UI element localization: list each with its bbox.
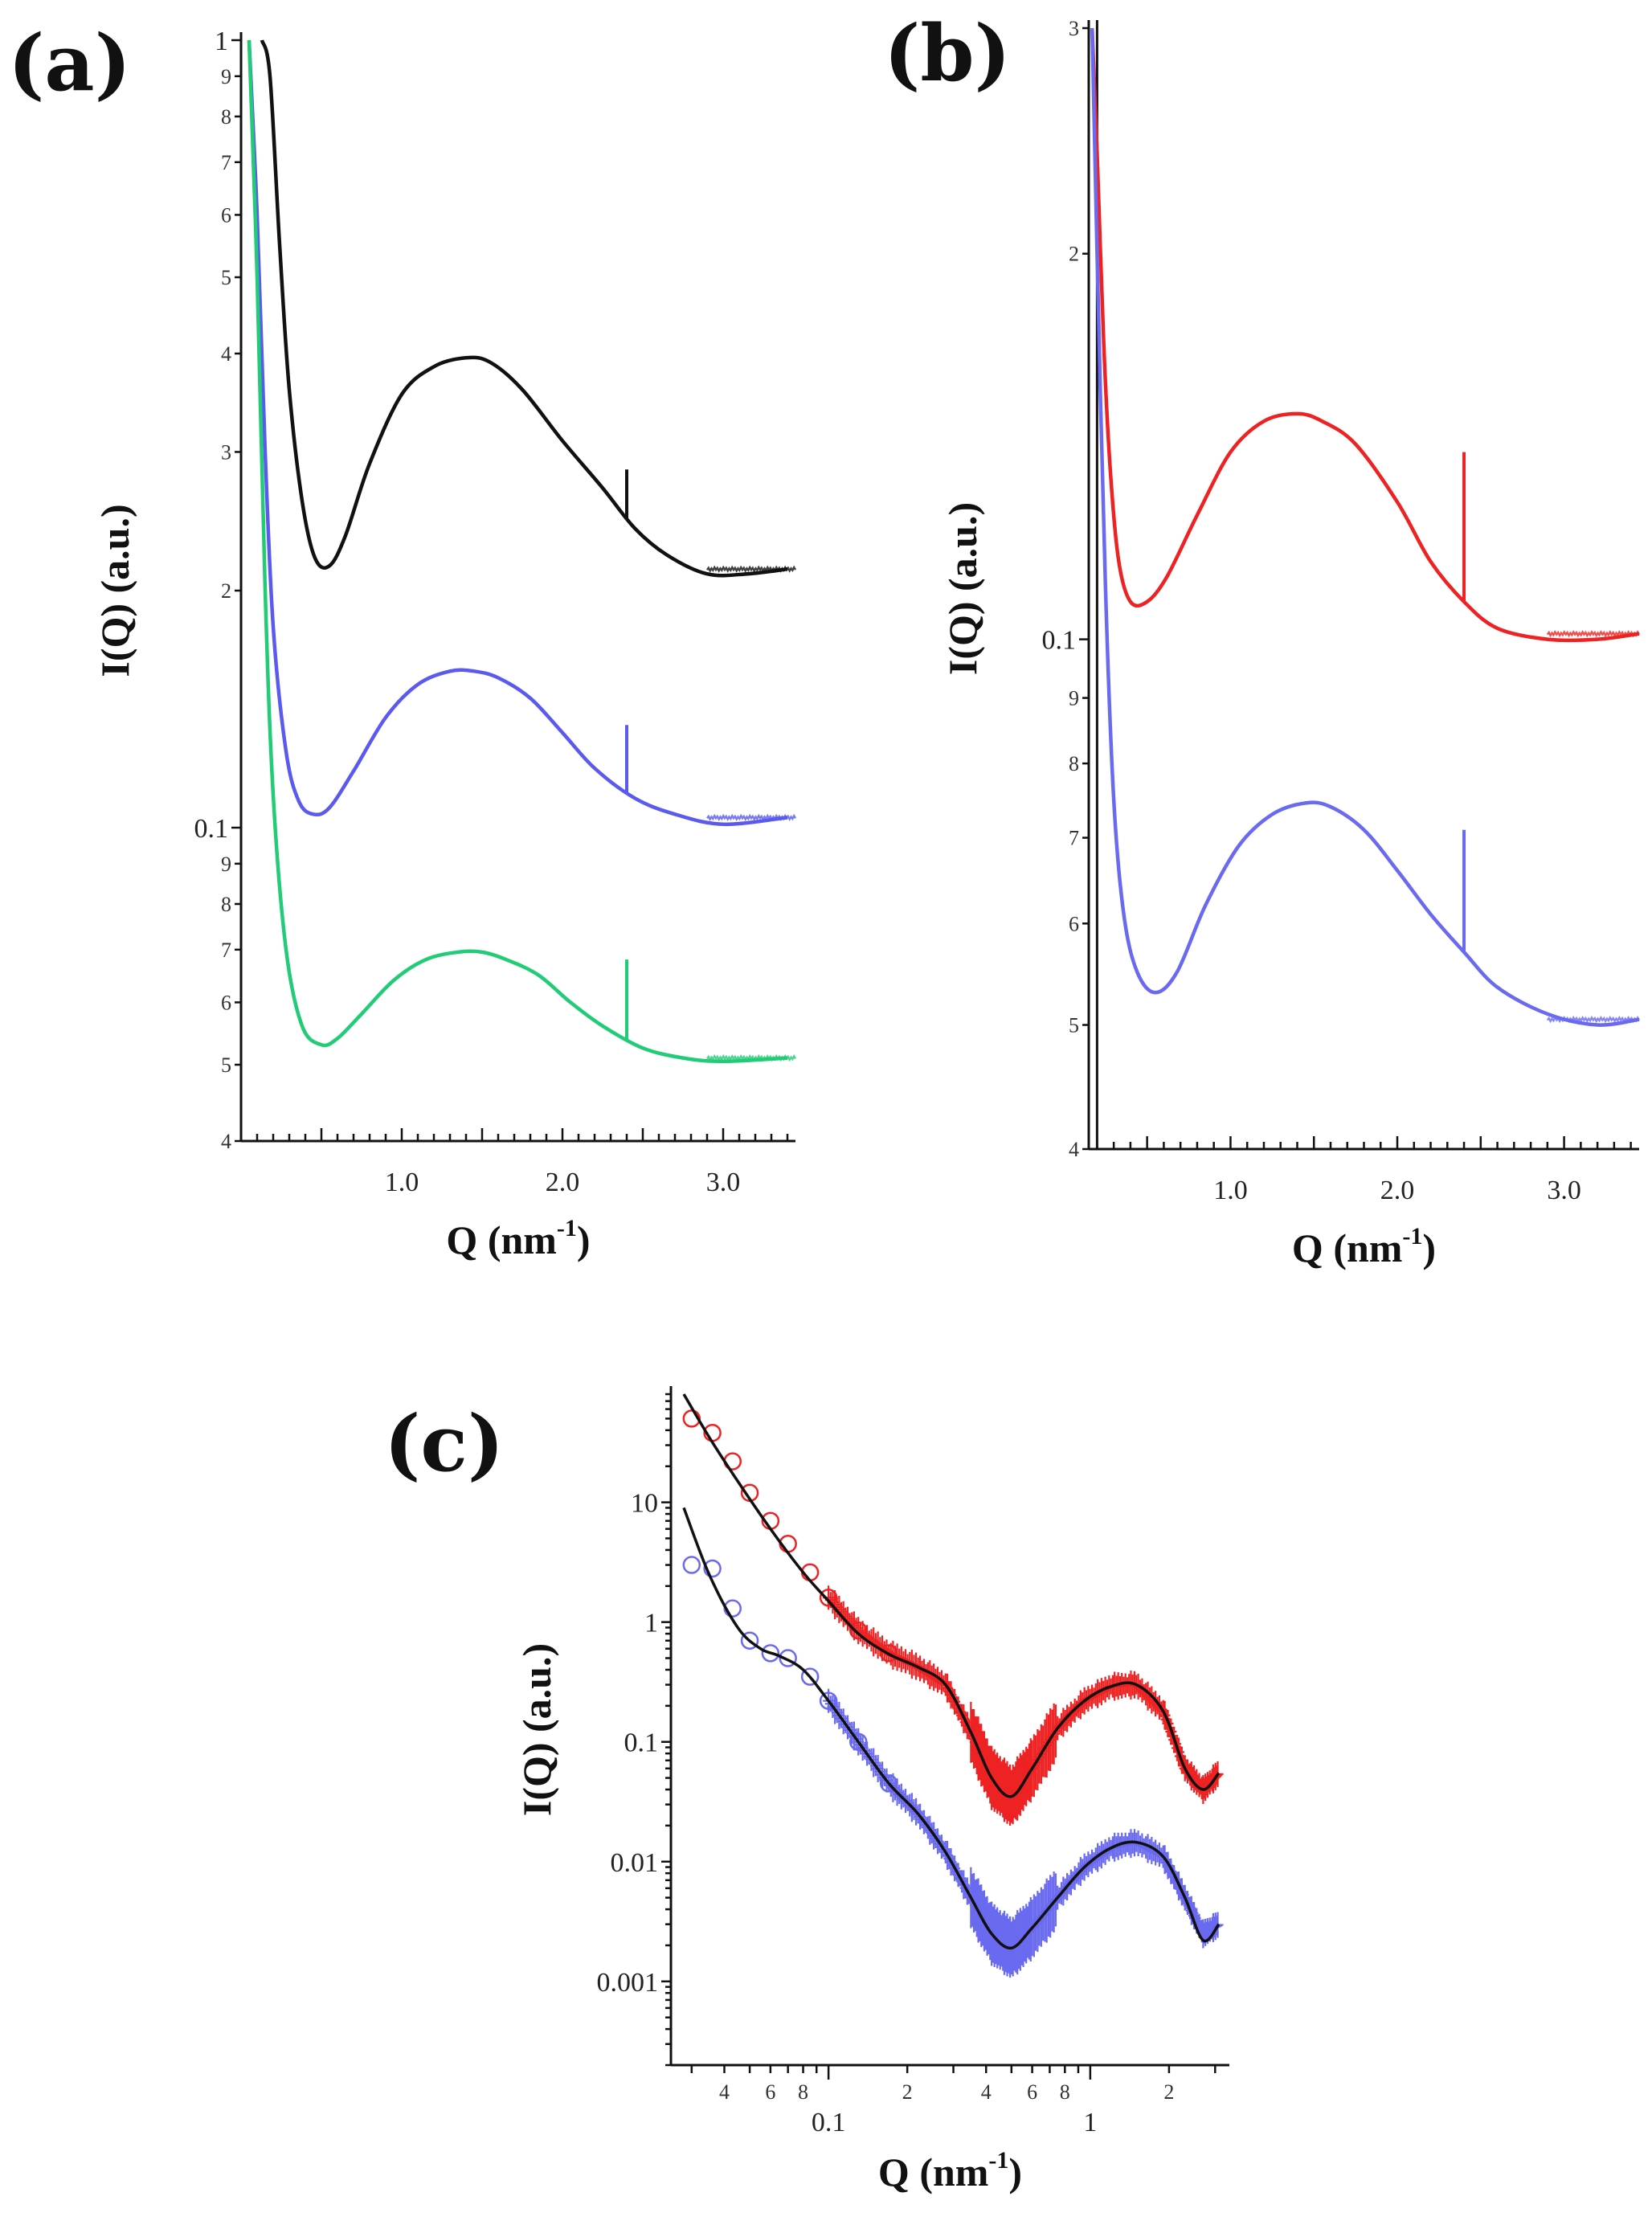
panel-a-y-minor-label: 8 xyxy=(221,105,231,129)
panel-a-y-minor-label: 4 xyxy=(221,342,231,366)
panel-c-y-tick-label: 0.1 xyxy=(624,1728,659,1758)
panel-b-x-tick-label: 1.0 xyxy=(1213,1176,1248,1205)
panel-b-y-minor-label: 9 xyxy=(1069,687,1079,710)
panel-c-x-minor-label: 4 xyxy=(981,2080,992,2104)
panel-c-label: (c) xyxy=(384,1398,504,1489)
panel-c-x-minor-label: 8 xyxy=(798,2080,808,2104)
panel-c-x-tick-label: 1 xyxy=(1083,2108,1097,2137)
panel-c-point-blue-data xyxy=(761,1644,780,1663)
panel-a-series-black xyxy=(260,39,788,578)
panel-a-y-minor-label: 5 xyxy=(221,266,231,289)
panel-a-y-title: I(Q) (a.u.) xyxy=(92,504,137,677)
panel-b-series-red xyxy=(1090,27,1640,643)
panel-a-x-tick-label: 1.0 xyxy=(385,1168,419,1197)
panel-b-noise-blue xyxy=(1546,1016,1641,1024)
panel-c-y-tick-label: 1 xyxy=(644,1609,658,1638)
panel-a-y-tick-label: 0.1 xyxy=(194,814,229,844)
panel-c-point-blue-data xyxy=(800,1667,820,1686)
panel-c-y-tick-label: 0.001 xyxy=(597,1968,659,1998)
panel-c-point-blue-data xyxy=(703,1559,722,1578)
panel-b-label: (b) xyxy=(884,8,1011,99)
panel-c-x-title: Q (nm-1) xyxy=(878,2147,1022,2194)
panel-c-y-tick-label: 10 xyxy=(631,1489,658,1519)
panel-a-x-title: Q (nm-1) xyxy=(446,1215,590,1262)
panel-a-x-tick-label: 2.0 xyxy=(546,1168,580,1197)
panel-a-x-tick-label: 3.0 xyxy=(706,1168,741,1197)
panel-b-y-minor-label: 6 xyxy=(1069,912,1079,935)
panel-b-y-minor-label: 4 xyxy=(1069,1138,1079,1161)
panel-c-point-blue-data xyxy=(740,1631,759,1650)
panel-a-y-minor-label: 9 xyxy=(221,853,231,876)
panel-c-point-blue-data xyxy=(779,1649,797,1667)
panel-b-y-minor-label: 8 xyxy=(1069,752,1079,775)
panel-a-y-minor-label: 6 xyxy=(221,991,231,1014)
panel-c-x-minor-label: 4 xyxy=(719,2080,730,2104)
panel-a-y-minor-label: 5 xyxy=(221,1053,231,1077)
panel-c-point-red-data xyxy=(682,1409,701,1428)
panel-a-y-minor-label: 3 xyxy=(221,440,231,464)
panel-a-y-minor-label: 4 xyxy=(221,1130,231,1153)
panel-c-point-blue-data xyxy=(682,1556,701,1574)
panel-c-x-minor-label: 8 xyxy=(1060,2080,1070,2104)
panel-c-x-minor-label: 2 xyxy=(902,2080,913,2104)
panel-a-y-tick-label: 1 xyxy=(215,27,228,56)
panel-b-y-minor-label: 2 xyxy=(1069,243,1079,266)
panel-b-y-minor-label: 5 xyxy=(1069,1014,1079,1037)
panel-b-series-blue xyxy=(1090,27,1640,1027)
panel-b-x-tick-label: 3.0 xyxy=(1547,1176,1581,1205)
panel-b: (b) 1.0 2.0 3.0 0.1 4 5 6 7 8 9 2 3 Q (nm-1) I(Q) (a.… xyxy=(884,8,1641,1270)
panel-c-x-minor-label: 6 xyxy=(1027,2080,1037,2104)
panel-b-y-title: I(Q) (a.u.) xyxy=(940,502,985,675)
panel-c-blue-fit xyxy=(682,1507,1221,1950)
panel-a-series-blue xyxy=(247,39,788,827)
panel-a-y-minor-label: 7 xyxy=(221,151,231,174)
panel-a-noise-blue xyxy=(706,813,797,822)
panel-b-y-minor-label: 7 xyxy=(1069,827,1079,850)
panel-b-noise-red xyxy=(1546,630,1641,638)
panel-b-y-minor-label: 3 xyxy=(1069,17,1079,40)
panel-c-y-tick-label: 0.01 xyxy=(611,1848,659,1878)
panel-c-red-fit xyxy=(682,1393,1221,1798)
panel-a-noise-green xyxy=(706,1053,797,1062)
panel-a-y-minor-label: 6 xyxy=(221,203,231,227)
panel-c-x-minor-label: 6 xyxy=(765,2080,775,2104)
panel-a-series-green xyxy=(247,39,788,1064)
panel-a: (a) 1.0 2.0 3.0 0.1 1 4 5 6 7 8 9 2 3 4 5 6 7 8 9 Q (nm-1) I… xyxy=(8,18,797,1262)
panel-b-x-tick-label: 2.0 xyxy=(1380,1176,1415,1205)
panel-a-noise-black xyxy=(706,565,797,573)
panel-c-x-minor-label: 2 xyxy=(1163,2080,1174,2104)
panel-a-y-minor-label: 8 xyxy=(221,893,231,916)
panel-a-y-minor-label: 9 xyxy=(221,65,231,88)
panel-a-label: (a) xyxy=(8,18,131,108)
panel-c-y-title: I(Q) (a.u.) xyxy=(514,1643,559,1816)
panel-c-x-tick-label: 0.1 xyxy=(812,2108,846,2137)
panel-b-y-tick-label: 0.1 xyxy=(1042,626,1077,656)
panel-b-x-title: Q (nm-1) xyxy=(1292,1223,1436,1270)
panel-a-y-minor-label: 7 xyxy=(221,939,231,962)
panel-a-y-minor-label: 2 xyxy=(221,579,231,603)
